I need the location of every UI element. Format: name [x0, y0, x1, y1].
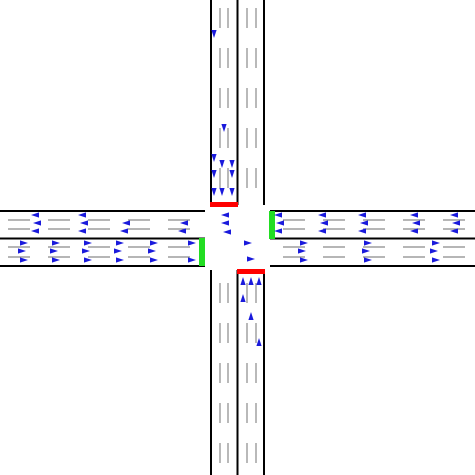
vehicle-arrow — [221, 124, 227, 132]
vehicle-arrow — [33, 220, 41, 226]
vehicle-arrow — [20, 240, 28, 246]
vehicle-arrow — [318, 228, 326, 234]
vehicle-arrow — [221, 220, 229, 226]
vehicle-arrow — [298, 248, 306, 254]
vehicle-arrow — [450, 212, 458, 218]
vehicle-arrow — [18, 248, 26, 254]
vehicle-arrow — [362, 248, 370, 254]
vehicle-arrow — [229, 188, 235, 196]
vehicle-arrow — [244, 240, 252, 246]
vehicle-arrow — [84, 240, 92, 246]
signal-bars — [199, 202, 275, 274]
vehicle-arrow — [178, 228, 186, 234]
vehicle-arrow — [274, 228, 282, 234]
vehicle-arrow — [274, 212, 282, 218]
vehicle-arrow — [256, 338, 262, 346]
vehicle-arrow — [221, 212, 229, 218]
vehicle-arrow — [364, 240, 372, 246]
vehicle-arrow — [84, 257, 92, 263]
vehicle-arrow — [211, 30, 217, 38]
vehicle-arrow — [148, 248, 156, 254]
vehicle-arrow — [360, 220, 368, 226]
vehicle-arrow — [52, 257, 60, 263]
vehicle-arrow — [248, 312, 254, 320]
vehicle-arrow — [116, 240, 124, 246]
vehicle-arrow — [364, 257, 372, 263]
vehicle-arrow — [150, 257, 158, 263]
vehicle-arrow — [78, 212, 86, 218]
vehicle-arrow — [116, 257, 124, 263]
vehicle-arrow — [432, 240, 440, 246]
vehicle-arrow — [180, 220, 188, 226]
vehicle-arrow — [31, 228, 39, 234]
vehicle-arrow — [211, 188, 217, 196]
vehicle-arrow — [320, 220, 328, 226]
vehicle-arrow — [219, 160, 225, 168]
vehicle-arrow — [114, 248, 122, 254]
vehicle-arrow — [256, 277, 262, 285]
vehicle-arrow — [229, 160, 235, 168]
vehicle-arrow — [188, 240, 196, 246]
vehicle-arrow — [358, 228, 366, 234]
vehicle-arrow — [120, 228, 128, 234]
vehicle-arrow — [410, 212, 418, 218]
vehicle-arrow — [150, 240, 158, 246]
vehicle-arrow — [452, 220, 460, 226]
vehicle-arrow — [223, 229, 231, 235]
vehicle-arrow — [50, 248, 58, 254]
vehicle-arrow — [229, 170, 235, 178]
signal-west-approach — [199, 238, 205, 266]
vehicle-arrow — [82, 248, 90, 254]
vehicle-arrow — [78, 228, 86, 234]
signal-north-approach — [210, 202, 238, 207]
vehicle-arrow — [300, 240, 308, 246]
vehicle-arrow — [211, 170, 217, 178]
vehicle-arrow — [430, 248, 438, 254]
vehicle-arrow — [188, 257, 196, 263]
vehicle-arrow — [211, 154, 217, 162]
vehicle-arrow — [248, 277, 254, 285]
vehicle-arrow — [240, 294, 246, 302]
signal-south-approach — [237, 269, 265, 274]
vehicle-arrow — [240, 277, 246, 285]
vehicle-arrow — [318, 212, 326, 218]
vehicle-arrow — [122, 220, 130, 226]
vehicle-arrow — [300, 257, 308, 263]
vehicle-arrow — [31, 212, 39, 218]
vehicle-arrow — [450, 228, 458, 234]
signal-east-approach — [269, 211, 275, 239]
vehicle-arrow — [80, 220, 88, 226]
vehicle-arrow — [432, 257, 440, 263]
vehicle-arrow — [358, 212, 366, 218]
vehicle-arrow — [410, 228, 418, 234]
vehicle-arrow — [219, 188, 225, 196]
vehicle-arrow — [20, 257, 28, 263]
vehicle-arrow — [412, 220, 420, 226]
lane-markings — [8, 8, 465, 463]
vehicle-arrow — [276, 220, 284, 226]
vehicle-arrow — [247, 256, 255, 262]
vehicles — [18, 30, 460, 346]
vehicle-arrow — [52, 240, 60, 246]
